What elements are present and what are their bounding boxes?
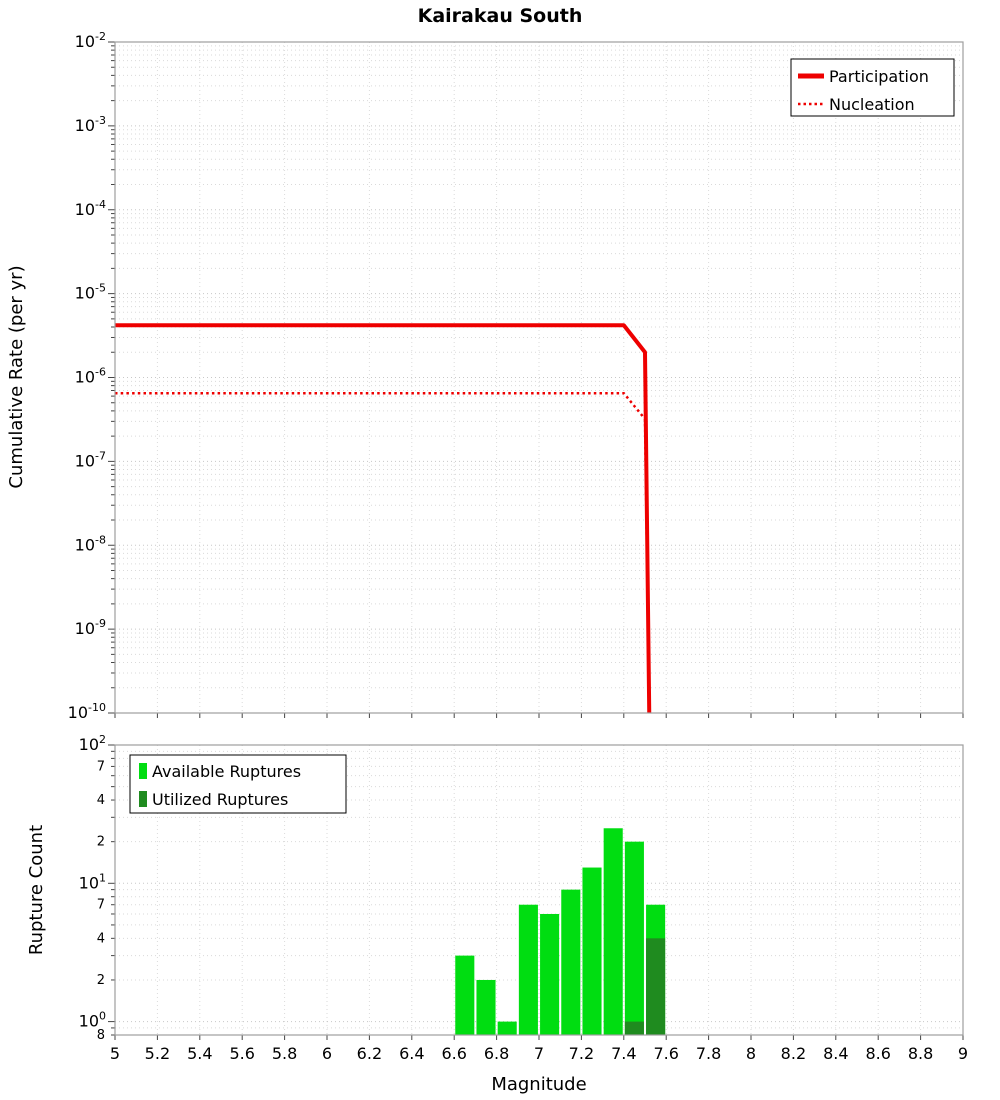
legend-label-nucleation: Nucleation xyxy=(829,95,915,114)
svg-text:7: 7 xyxy=(534,1044,544,1063)
svg-text:10-4: 10-4 xyxy=(75,198,106,219)
svg-text:10-3: 10-3 xyxy=(75,114,106,135)
svg-text:8.2: 8.2 xyxy=(781,1044,806,1063)
legend-rates-box xyxy=(790,58,955,117)
svg-text:7.6: 7.6 xyxy=(653,1044,678,1063)
svg-text:8.8: 8.8 xyxy=(908,1044,933,1063)
svg-text:8: 8 xyxy=(97,1028,105,1043)
svg-text:102: 102 xyxy=(79,733,106,754)
svg-text:10-2: 10-2 xyxy=(75,30,106,51)
plot-graphics: 10-2 10-3 10-4 10-5 10-6 10-7 10-8 10-9 10-10 5 5.… xyxy=(68,30,968,1063)
svg-text:10-10: 10-10 xyxy=(68,701,106,722)
legend-label-available: Available Ruptures xyxy=(152,762,301,781)
svg-text:101: 101 xyxy=(79,871,106,892)
legend-ruptures-box xyxy=(129,754,347,814)
svg-text:7.4: 7.4 xyxy=(611,1044,636,1063)
chart-title: Kairakau South xyxy=(418,5,583,27)
svg-text:9: 9 xyxy=(958,1044,968,1063)
svg-text:8: 8 xyxy=(746,1044,756,1063)
svg-text:6.2: 6.2 xyxy=(357,1044,382,1063)
svg-text:10-7: 10-7 xyxy=(75,449,106,470)
svg-text:6: 6 xyxy=(322,1044,332,1063)
svg-text:6.8: 6.8 xyxy=(484,1044,509,1063)
svg-text:4: 4 xyxy=(97,793,105,808)
svg-text:5.8: 5.8 xyxy=(272,1044,297,1063)
svg-text:7.8: 7.8 xyxy=(696,1044,721,1063)
svg-text:2: 2 xyxy=(97,973,105,988)
svg-text:2: 2 xyxy=(97,835,105,850)
available-ruptures-swatch xyxy=(139,763,147,779)
svg-text:10-8: 10-8 xyxy=(75,533,106,554)
svg-text:10-9: 10-9 xyxy=(75,617,106,638)
svg-text:6.4: 6.4 xyxy=(399,1044,424,1063)
svg-text:7: 7 xyxy=(97,898,105,913)
legend-rates: Participation Nucleation xyxy=(790,58,955,117)
svg-text:5.2: 5.2 xyxy=(145,1044,170,1063)
svg-text:7: 7 xyxy=(97,759,105,774)
svg-text:4: 4 xyxy=(97,931,105,946)
x-axis-label: Magnitude xyxy=(491,1074,586,1095)
legend-ruptures: Available Ruptures Utilized Ruptures xyxy=(129,754,347,814)
svg-text:5: 5 xyxy=(110,1044,120,1063)
legend-label-participation: Participation xyxy=(829,67,929,86)
svg-text:10-5: 10-5 xyxy=(75,282,106,303)
svg-text:6.6: 6.6 xyxy=(441,1044,466,1063)
y-axis-label-rate: Cumulative Rate (per yr) xyxy=(6,265,27,488)
y-axis-label-count: Rupture Count xyxy=(26,825,47,955)
svg-text:8.4: 8.4 xyxy=(823,1044,848,1063)
utilized-ruptures-swatch xyxy=(139,791,147,807)
svg-text:5.6: 5.6 xyxy=(229,1044,254,1063)
svg-text:7.2: 7.2 xyxy=(569,1044,594,1063)
legend-label-utilized: Utilized Ruptures xyxy=(152,790,288,809)
svg-text:8.6: 8.6 xyxy=(865,1044,890,1063)
svg-text:10-6: 10-6 xyxy=(75,366,106,387)
svg-text:5.4: 5.4 xyxy=(187,1044,212,1063)
